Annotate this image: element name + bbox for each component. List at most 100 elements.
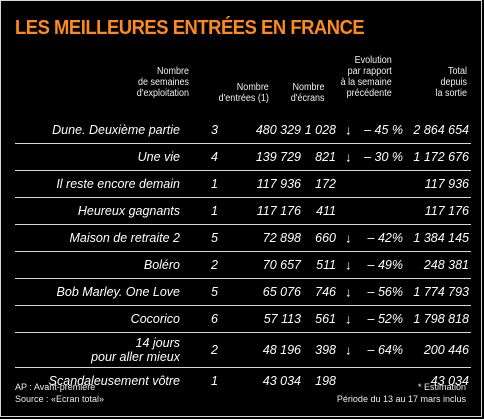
film-title: 14 jours pour aller mieux (91, 336, 180, 364)
footnote-line: Période du 13 au 17 mars inclus (336, 394, 466, 404)
header-entries-line: d'entrées (1) (218, 93, 269, 104)
table-row: Il reste encore demain 1 117 936 172 117… (15, 171, 471, 198)
weeks-value: 6 (211, 312, 218, 326)
evolution-value: – 42% (367, 231, 403, 245)
film-title: Maison de retraite 2 (70, 231, 180, 245)
film-title: Scandaleusement vôtre (49, 374, 180, 388)
film-title-line: Dune. Deuxième partie (52, 123, 180, 137)
weeks-value: 2 (211, 343, 218, 357)
film-title-line: Cocorico (130, 312, 180, 326)
page-title: LES MEILLEURES ENTRÉES EN FRANCE (15, 17, 365, 39)
film-title: Cocorico (131, 312, 180, 326)
screens-value: 821 (315, 150, 336, 164)
screens-value: 561 (315, 312, 336, 326)
screens-value: 660 (315, 231, 336, 245)
header-total: Total depuis la sortie (435, 66, 467, 99)
footnote-line: * Estimation (417, 382, 466, 392)
header-weeks-line: d'exploitation (136, 88, 189, 99)
film-title-line: 14 jours (135, 336, 180, 350)
evolution-value: – 45 % (364, 123, 403, 137)
weeks-value: 5 (211, 231, 218, 245)
header-total-line: depuis (440, 77, 467, 88)
down-arrow-icon: ↓ (345, 149, 352, 165)
table-row: 14 jours pour aller mieux 2 48 196 398 ↓… (15, 333, 471, 368)
film-title: Heureux gagnants (78, 204, 180, 218)
film-title-line: Scandaleusement vôtre (48, 374, 180, 388)
down-arrow-icon: ↓ (345, 311, 352, 327)
table-row: Une vie 4 139 729 821 ↓ – 30 % 1 172 676 (15, 144, 471, 171)
entries-value: 117 936 (256, 177, 301, 191)
total-value: 2 864 654 (413, 123, 469, 137)
header-evolution-line: par rapport (347, 66, 392, 77)
evolution-value: – 56% (367, 285, 403, 299)
entries-value: 65 076 (262, 285, 301, 299)
table-row: Bob Marley. One Love 5 65 076 746 ↓ – 56… (15, 279, 471, 306)
screens-value: 172 (315, 177, 336, 191)
film-title-line: Il reste encore demain (56, 177, 180, 191)
film-title-line: Une vie (137, 150, 180, 164)
header-screens-line: Nombre (291, 82, 324, 93)
entries-value: 43 034 (262, 374, 301, 388)
screens-value: 746 (315, 285, 336, 299)
total-value: 200 446 (423, 343, 469, 357)
header-evolution-line: à la semaine (340, 77, 392, 88)
screens-value: 1 028 (304, 123, 336, 137)
film-title-line: Maison de retraite 2 (69, 231, 180, 245)
footnote-line: Source : «Ecran total» (15, 394, 105, 404)
film-title-line: pour aller mieux (91, 350, 180, 364)
entries-value: 139 729 (255, 150, 301, 164)
film-title: Bob Marley. One Love (57, 285, 180, 299)
film-title-line: Heureux gagnants (77, 204, 180, 218)
weeks-value: 2 (211, 258, 218, 272)
film-title-line: Boléro (143, 258, 180, 272)
header-total-line: la sortie (435, 88, 467, 99)
screens-value: 398 (315, 343, 336, 357)
weeks-value: 1 (211, 204, 218, 218)
down-arrow-icon: ↓ (345, 257, 352, 273)
total-value: 117 176 (424, 204, 469, 218)
total-value: 1 172 676 (413, 150, 469, 164)
entries-value: 72 898 (262, 231, 301, 245)
down-arrow-icon: ↓ (345, 342, 352, 358)
screens-value: 198 (315, 374, 336, 388)
table-row: Maison de retraite 2 5 72 898 660 ↓ – 42… (15, 225, 471, 252)
footnote-right: * Estimation Période du 13 au 17 mars in… (337, 381, 466, 405)
down-arrow-icon: ↓ (345, 284, 352, 300)
total-value: 43 034 (430, 374, 469, 388)
screens-value: 411 (316, 204, 336, 218)
film-title-line: Bob Marley. One Love (56, 285, 180, 299)
table-row: Boléro 2 70 657 511 ↓ – 49% 248 381 (15, 252, 471, 279)
weeks-value: 1 (211, 177, 218, 191)
weeks-value: 5 (211, 285, 218, 299)
total-value: 1 774 793 (413, 285, 469, 299)
header-evolution-line: précédente (346, 88, 392, 99)
table-row: Heureux gagnants 1 117 176 411 117 176 (15, 198, 471, 225)
entries-value: 117 176 (256, 204, 301, 218)
evolution-value: – 49% (367, 258, 403, 272)
table-row: Scandaleusement vôtre 1 43 034 198 43 03… (15, 368, 471, 394)
down-arrow-icon: ↓ (345, 122, 352, 138)
header-evolution: Evolution par rapport à la semaine précé… (341, 55, 392, 99)
header-entries: Nombre d'entrées (1) (219, 82, 269, 104)
weeks-value: 1 (211, 374, 218, 388)
header-total-line: Total (447, 66, 467, 77)
evolution-value: – 30 % (364, 150, 403, 164)
header-screens: Nombre d'écrans (290, 82, 324, 104)
entries-value: 70 657 (262, 258, 301, 272)
footnote-left: AP : Avant-première Source : «Ecran tota… (15, 381, 104, 405)
total-value: 1 384 145 (413, 231, 469, 245)
header-evolution-line: Evolution (354, 55, 392, 66)
header-entries-line: Nombre (236, 82, 269, 93)
film-title: Une vie (138, 150, 180, 164)
table-row: Cocorico 6 57 113 561 ↓ – 52% 1 798 818 (15, 306, 471, 333)
table-row: Dune. Deuxième partie 3 480 329 1 028 ↓ … (15, 117, 471, 144)
footnote-line: AP : Avant-première (15, 382, 96, 392)
down-arrow-icon: ↓ (345, 230, 352, 246)
header-weeks-line: Nombre (156, 66, 189, 77)
entries-value: 480 329 (255, 123, 301, 137)
header-screens-line: d'écrans (290, 93, 324, 104)
weeks-value: 4 (211, 150, 218, 164)
weeks-value: 3 (211, 123, 218, 137)
box-office-table: Dune. Deuxième partie 3 480 329 1 028 ↓ … (15, 117, 471, 394)
